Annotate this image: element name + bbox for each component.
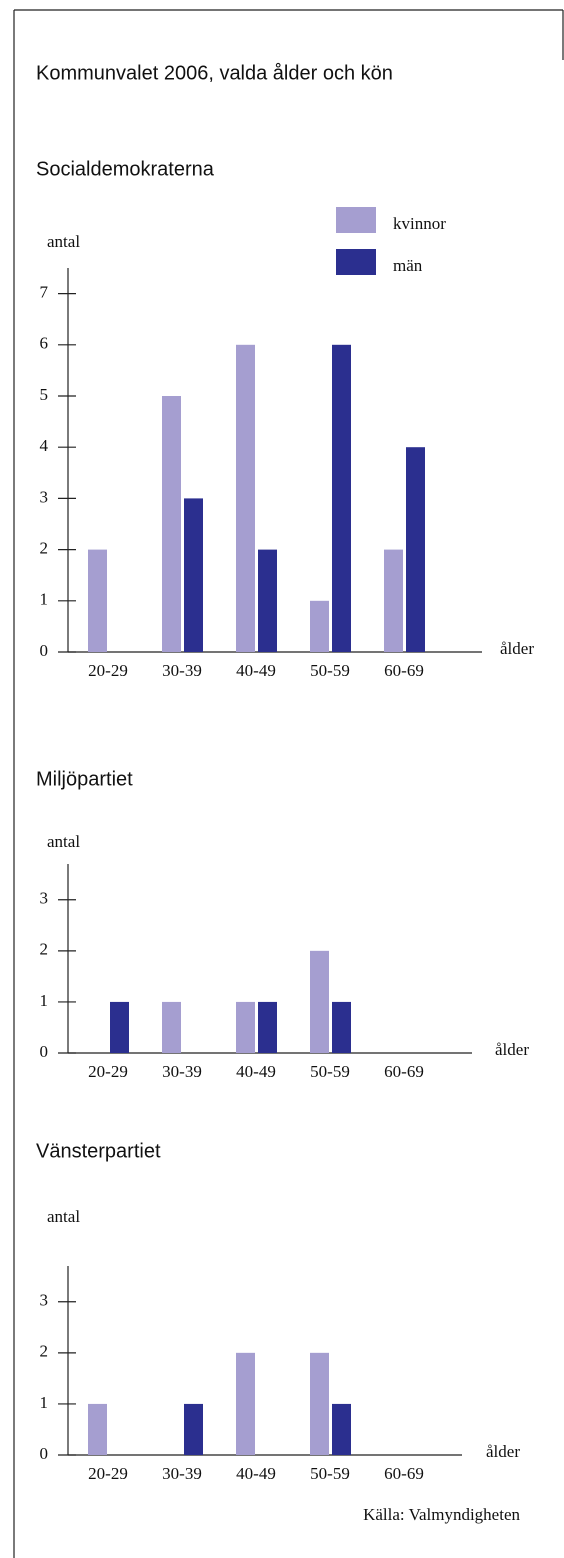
bar (184, 1403, 203, 1455)
bar (384, 549, 403, 652)
x-tick-label: 60-69 (384, 1464, 424, 1483)
chart-title: Vänsterpartiet (36, 1140, 161, 1162)
y-tick-label: 3 (40, 487, 49, 506)
y-tick-label: 2 (40, 539, 49, 558)
x-tick-label: 30-39 (162, 661, 202, 680)
bar (310, 950, 329, 1053)
y-tick-label: 1 (40, 590, 49, 609)
bar (88, 1403, 107, 1455)
y-tick-label: 1 (40, 991, 49, 1010)
source: Källa: Valmyndigheten (363, 1505, 520, 1524)
legend-label: kvinnor (393, 214, 446, 233)
x-axis-label: ålder (486, 1442, 520, 1461)
y-axis-label: antal (47, 232, 80, 251)
bar (310, 1352, 329, 1455)
x-tick-label: 40-49 (236, 661, 276, 680)
bar (184, 498, 203, 652)
y-tick-label: 2 (40, 1342, 49, 1361)
legend-swatch (336, 207, 376, 233)
x-tick-label: 30-39 (162, 1062, 202, 1081)
x-tick-label: 20-29 (88, 1062, 128, 1081)
y-tick-label: 6 (40, 334, 49, 353)
y-tick-label: 2 (40, 940, 49, 959)
page-title: Kommunvalet 2006, valda ålder och kön (36, 62, 393, 84)
legend-swatch (336, 249, 376, 275)
bar (332, 344, 351, 652)
x-tick-label: 60-69 (384, 661, 424, 680)
x-tick-label: 20-29 (88, 1464, 128, 1483)
y-tick-label: 1 (40, 1393, 49, 1412)
bar (236, 1001, 255, 1053)
y-tick-label: 3 (40, 889, 49, 908)
y-tick-label: 3 (40, 1291, 49, 1310)
bar (332, 1001, 351, 1053)
y-tick-label: 5 (40, 385, 49, 404)
bar (162, 396, 181, 652)
bar (110, 1001, 129, 1053)
bar (162, 1001, 181, 1053)
bar (236, 344, 255, 652)
x-tick-label: 30-39 (162, 1464, 202, 1483)
x-tick-label: 20-29 (88, 661, 128, 680)
legend-label: män (393, 256, 423, 275)
x-axis-label: ålder (495, 1040, 529, 1059)
bar (332, 1403, 351, 1455)
x-tick-label: 60-69 (384, 1062, 424, 1081)
y-tick-label: 7 (40, 283, 49, 302)
x-axis-label: ålder (500, 639, 534, 658)
bar (236, 1352, 255, 1455)
chart-title: Socialdemokraterna (36, 158, 215, 180)
y-tick-label: 0 (40, 641, 49, 660)
bar (258, 1001, 277, 1053)
x-tick-label: 40-49 (236, 1062, 276, 1081)
x-tick-label: 50-59 (310, 1464, 350, 1483)
x-tick-label: 40-49 (236, 1464, 276, 1483)
y-axis-label: antal (47, 832, 80, 851)
y-axis-label: antal (47, 1207, 80, 1226)
bar (88, 549, 107, 652)
y-tick-label: 4 (40, 436, 49, 455)
bar (310, 600, 329, 652)
chart-title: Miljöpartiet (36, 768, 133, 790)
y-tick-label: 0 (40, 1042, 49, 1061)
bar (258, 549, 277, 652)
bar (406, 447, 425, 652)
x-tick-label: 50-59 (310, 1062, 350, 1081)
y-tick-label: 0 (40, 1444, 49, 1463)
x-tick-label: 50-59 (310, 661, 350, 680)
